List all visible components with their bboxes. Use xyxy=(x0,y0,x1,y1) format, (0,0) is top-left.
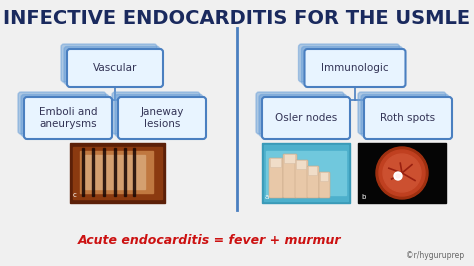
Bar xyxy=(266,151,346,195)
Bar xyxy=(264,145,348,201)
FancyBboxPatch shape xyxy=(307,166,319,198)
FancyBboxPatch shape xyxy=(112,92,200,134)
Bar xyxy=(358,143,446,203)
FancyBboxPatch shape xyxy=(284,155,295,164)
Bar xyxy=(85,155,145,189)
Bar xyxy=(124,148,126,196)
Bar xyxy=(73,147,162,199)
FancyBboxPatch shape xyxy=(269,158,283,198)
Text: Vascular: Vascular xyxy=(93,63,137,73)
Text: INFECTIVE ENDOCARDITIS FOR THE USMLE: INFECTIVE ENDOCARDITIS FOR THE USMLE xyxy=(3,9,471,27)
FancyBboxPatch shape xyxy=(115,94,203,136)
FancyBboxPatch shape xyxy=(67,49,163,87)
FancyBboxPatch shape xyxy=(364,97,452,139)
FancyBboxPatch shape xyxy=(319,172,330,198)
FancyBboxPatch shape xyxy=(320,172,328,181)
FancyBboxPatch shape xyxy=(297,160,307,169)
FancyBboxPatch shape xyxy=(309,167,318,176)
Text: c: c xyxy=(73,192,77,198)
Bar xyxy=(262,143,350,203)
FancyBboxPatch shape xyxy=(24,97,112,139)
Bar xyxy=(82,148,84,196)
FancyBboxPatch shape xyxy=(299,44,400,82)
Bar xyxy=(133,148,135,196)
Text: ©r/hyguruprep: ©r/hyguruprep xyxy=(406,251,464,260)
FancyBboxPatch shape xyxy=(304,49,405,87)
FancyBboxPatch shape xyxy=(18,92,106,134)
FancyBboxPatch shape xyxy=(64,47,160,85)
FancyBboxPatch shape xyxy=(21,94,109,136)
FancyBboxPatch shape xyxy=(295,160,308,198)
FancyBboxPatch shape xyxy=(271,159,282,168)
Text: Emboli and
aneurysms: Emboli and aneurysms xyxy=(39,107,97,129)
Circle shape xyxy=(394,172,402,180)
Text: Acute endocarditis = fever + murmur: Acute endocarditis = fever + murmur xyxy=(78,234,342,247)
Text: Janeway
lesions: Janeway lesions xyxy=(140,107,184,129)
FancyBboxPatch shape xyxy=(358,92,446,134)
FancyBboxPatch shape xyxy=(61,44,157,82)
FancyBboxPatch shape xyxy=(283,154,297,198)
Text: b: b xyxy=(361,194,365,200)
Text: Osler nodes: Osler nodes xyxy=(275,113,337,123)
Circle shape xyxy=(379,150,425,196)
FancyBboxPatch shape xyxy=(259,94,347,136)
Text: Roth spots: Roth spots xyxy=(381,113,436,123)
Circle shape xyxy=(376,147,428,199)
Bar xyxy=(92,148,94,196)
Circle shape xyxy=(396,174,400,178)
FancyBboxPatch shape xyxy=(256,92,344,134)
Bar xyxy=(80,151,153,193)
Circle shape xyxy=(383,154,421,192)
FancyBboxPatch shape xyxy=(118,97,206,139)
FancyBboxPatch shape xyxy=(301,47,402,85)
Bar xyxy=(70,143,165,203)
Text: a: a xyxy=(265,194,269,200)
FancyBboxPatch shape xyxy=(361,94,449,136)
Text: Immunologic: Immunologic xyxy=(321,63,389,73)
Bar xyxy=(114,148,116,196)
Bar xyxy=(103,148,105,196)
FancyBboxPatch shape xyxy=(262,97,350,139)
